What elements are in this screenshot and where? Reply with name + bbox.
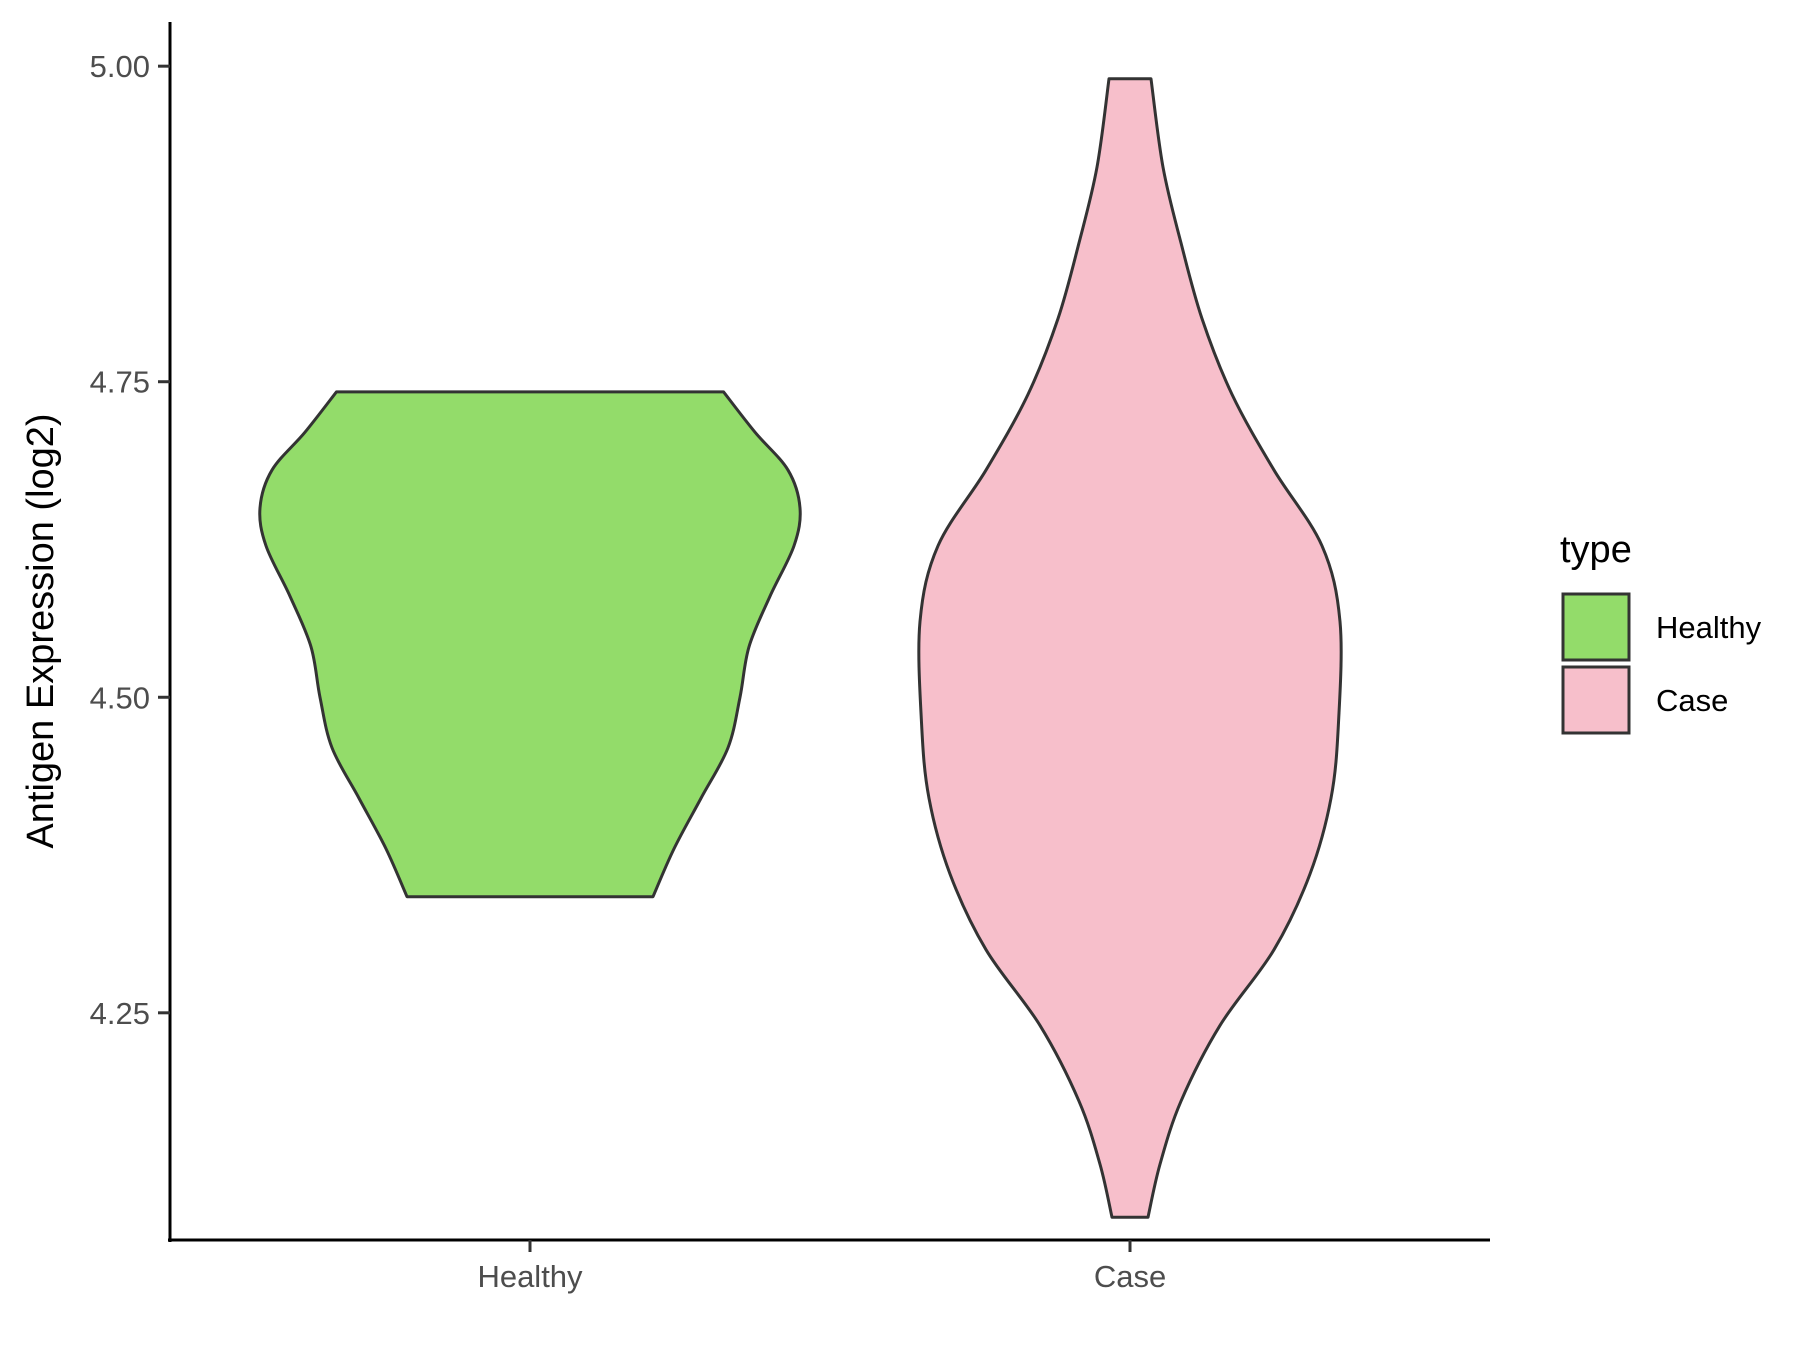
legend-title: type bbox=[1560, 529, 1632, 571]
x-tick-label: Healthy bbox=[477, 1259, 583, 1294]
y-tick-label: 4.25 bbox=[90, 996, 150, 1031]
legend-swatch bbox=[1561, 665, 1631, 735]
violins-group bbox=[258, 77, 1343, 1219]
y-tick-label: 4.50 bbox=[90, 680, 150, 715]
legend-label: Healthy bbox=[1656, 610, 1762, 645]
y-ticks-group: 4.25 4.50 4.75 5.00 bbox=[90, 49, 170, 1031]
legend-label: Case bbox=[1656, 683, 1728, 718]
y-axis-title: Antigen Expression (log2) bbox=[20, 413, 62, 848]
y-tick-label: 4.75 bbox=[90, 365, 150, 400]
y-tick-label: 5.00 bbox=[90, 49, 150, 84]
violin-case bbox=[917, 77, 1343, 1219]
x-tick-label: Case bbox=[1094, 1259, 1166, 1294]
legend: type Healthy Case bbox=[1560, 529, 1762, 735]
violin-healthy bbox=[258, 390, 802, 899]
legend-entries: Healthy Case bbox=[1561, 592, 1762, 735]
x-ticks-group: Healthy Case bbox=[477, 1240, 1166, 1294]
legend-swatch bbox=[1561, 592, 1631, 662]
